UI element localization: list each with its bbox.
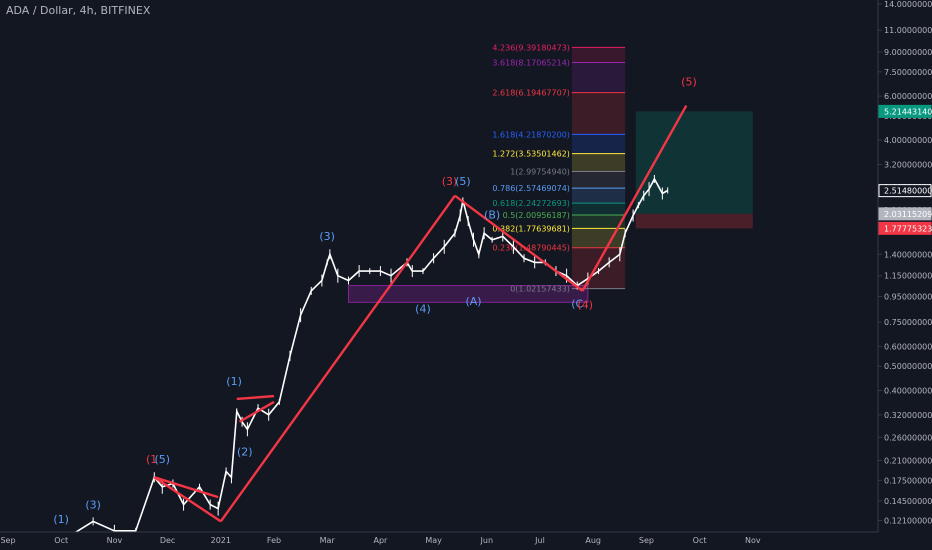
price-badge xyxy=(878,184,932,198)
x-tick-label: Feb xyxy=(267,536,281,545)
x-tick-label: May xyxy=(425,536,442,545)
elliott-trendline xyxy=(238,400,275,423)
y-tick-label: 3.20000000 xyxy=(884,160,932,169)
support-zone-box xyxy=(347,285,589,303)
y-tick-label: 1.15000000 xyxy=(884,272,932,281)
price-badge-label: 2.03115209 xyxy=(884,210,932,219)
fib-band xyxy=(571,92,626,135)
y-tick-label: 0.21000000 xyxy=(884,457,932,466)
elliott-trendline xyxy=(219,195,456,523)
x-tick-label: Oct xyxy=(54,536,68,545)
fib-level-label: 1(2.99754940) xyxy=(510,168,570,177)
elliott-trendline xyxy=(153,476,222,523)
fib-level-label: 1.618(4.21870200) xyxy=(492,130,570,139)
y-tick-label: 0.50000000 xyxy=(884,362,932,371)
wave-label: (C xyxy=(571,297,583,310)
fib-band xyxy=(571,171,626,189)
price-badge xyxy=(878,104,932,118)
fib-band xyxy=(571,134,626,154)
fib-band xyxy=(571,228,626,248)
y-tick-label: 6.00000000 xyxy=(884,92,932,101)
x-tick-label: Dec xyxy=(160,536,175,545)
wave-label: (1) xyxy=(226,375,242,388)
elliott-trendline xyxy=(153,476,219,499)
fib-level-label: 1.272(3.53501462) xyxy=(492,150,570,159)
fib-level-label: 2.618(6.19467707) xyxy=(492,89,570,98)
wave-label: (1 xyxy=(146,453,157,466)
fib-band xyxy=(571,153,626,172)
elliott-trendline xyxy=(454,194,584,292)
elliott-trendline xyxy=(581,104,688,292)
plot-area: 4.236(9.39180473) 3.618(8.17065214) 2.618(… xyxy=(53,43,753,532)
y-tick-label: 14.00000000 xyxy=(884,0,932,9)
wave-label: (5) xyxy=(154,453,170,466)
y-tick-label: 0.26000000 xyxy=(884,433,932,442)
fib-band xyxy=(571,62,626,93)
price-badge-label: 5.21443140 xyxy=(884,107,932,116)
fib-level-label: 0.786(2.57469074) xyxy=(492,184,570,193)
y-tick-label: 0.95000000 xyxy=(884,292,932,301)
y-tick-label: 1.40000000 xyxy=(884,250,932,259)
y-tick-label: 11.00000000 xyxy=(884,26,932,35)
x-tick-label: Sep xyxy=(639,536,654,545)
fib-level-label: 0.382(1.77639681) xyxy=(492,224,570,233)
fib-band xyxy=(571,188,626,204)
price-badge xyxy=(878,221,932,235)
fib-band xyxy=(571,203,626,216)
y-tick-label: 0.40000000 xyxy=(884,386,932,395)
y-tick-label: 0.17500000 xyxy=(884,476,932,485)
y-tick-label: 0.14500000 xyxy=(884,497,932,506)
wave-label: (4) xyxy=(577,299,593,312)
y-tick-label: 4.00000000 xyxy=(884,136,932,145)
x-tick-label: Jul xyxy=(534,536,545,545)
x-tick-label: Nov xyxy=(745,536,761,545)
x-tick-label: Mar xyxy=(320,536,336,545)
wave-label: (3) xyxy=(319,230,335,243)
wave-label: (1) xyxy=(53,513,69,526)
wave-label: (5) xyxy=(455,175,471,188)
price-badge-label: 1.77775323 xyxy=(884,224,932,233)
wave-label: (4) xyxy=(415,302,431,315)
wave-label: (3) xyxy=(85,499,101,512)
x-tick-label: Nov xyxy=(107,536,123,545)
wave-label: (5) xyxy=(681,76,697,89)
fib-level-label: 3.618(8.17065214) xyxy=(492,59,570,68)
stop-loss-box xyxy=(635,213,753,229)
x-tick-label: 2021 xyxy=(211,536,231,545)
y-tick-label: 9.00000000 xyxy=(884,48,932,57)
x-tick-label: Sep xyxy=(0,536,15,545)
y-tick-label: 0.60000000 xyxy=(884,342,932,351)
wave-label: (3) xyxy=(442,175,458,188)
price-badge-label: 2.51480000 xyxy=(884,187,932,196)
wave-label: (2) xyxy=(237,445,253,458)
x-tick-label: Oct xyxy=(693,536,707,545)
x-tick-label: Aug xyxy=(585,536,601,545)
elliott-trendline xyxy=(236,394,275,401)
fib-band xyxy=(571,47,626,63)
wave-label: (B) xyxy=(484,208,500,221)
y-tick-label: 0.75000000 xyxy=(884,318,932,327)
fib-level-label: 0.236(1.48790445) xyxy=(492,244,570,253)
x-tick-label: Jun xyxy=(480,536,494,545)
fib-band xyxy=(571,215,626,229)
y-tick-label: 7.50000000 xyxy=(884,68,932,77)
y-tick-label: 0.12100000 xyxy=(884,516,932,525)
fib-level-label: 0(1.02157433) xyxy=(510,285,570,294)
wave-label: (A) xyxy=(465,295,481,308)
symbol-title: ADA / Dollar, 4h, BITFINEX xyxy=(6,4,151,17)
price-badge xyxy=(878,207,932,221)
fib-level-label: 4.236(9.39180473) xyxy=(492,43,570,52)
fib-level-label: 0.5(2.00956187) xyxy=(503,211,570,220)
x-tick-label: Apr xyxy=(373,536,388,545)
fib-level-label: 0.618(2.24272693) xyxy=(492,199,570,208)
y-tick-label: 0.32000000 xyxy=(884,411,932,420)
